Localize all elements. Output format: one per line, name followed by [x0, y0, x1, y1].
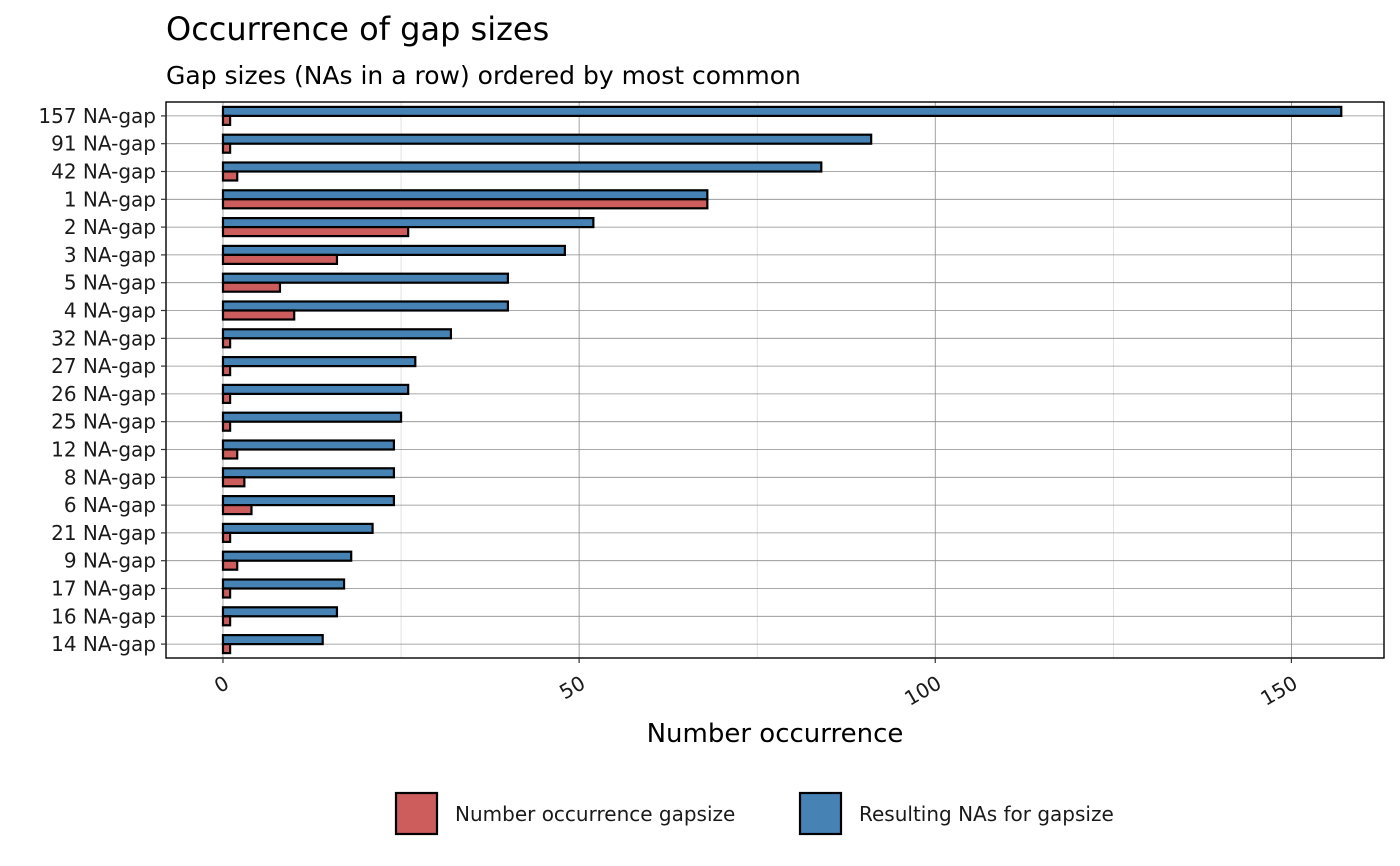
y-tick-label: 8 NA-gap	[64, 465, 156, 489]
bar-resulting-nas	[221, 189, 709, 201]
y-tick-label: 4 NA-gap	[64, 299, 156, 323]
bar-resulting-nas	[221, 467, 396, 479]
bar-number-occurrence	[221, 615, 232, 627]
bar-number-occurrence	[221, 420, 232, 432]
legend: Number occurrence gapsize Resulting NAs f…	[394, 791, 1114, 836]
bar-number-occurrence	[221, 170, 239, 182]
y-tick-label: 2 NA-gap	[64, 215, 156, 239]
y-tick-label: 32 NA-gap	[51, 326, 156, 350]
y-tick-label: 21 NA-gap	[51, 521, 156, 545]
panel-border	[165, 101, 1385, 659]
bar-number-occurrence	[221, 365, 232, 377]
legend-label: Number occurrence gapsize	[455, 802, 735, 826]
x-axis-title: Number occurrence	[647, 719, 904, 749]
axis-layer: 157 NA-gap 91 NA-gap 42 NA-gap 1 NA-gap 2 NA…	[38, 104, 1301, 711]
bar-resulting-nas	[221, 272, 509, 284]
bar-resulting-nas	[221, 439, 396, 451]
x-tick-label: 100	[900, 671, 945, 711]
x-tick-label: 150	[1256, 671, 1301, 711]
bar-resulting-nas	[221, 633, 324, 646]
y-tick-label: 157 NA-gap	[38, 104, 156, 128]
bar-resulting-nas	[221, 161, 823, 173]
bar-number-occurrence	[221, 198, 709, 210]
y-tick-label: 9 NA-gap	[64, 549, 156, 573]
bar-resulting-nas	[221, 244, 566, 256]
bar-resulting-nas	[221, 133, 873, 145]
bar-number-occurrence	[221, 559, 239, 571]
x-tick-label: 0	[210, 671, 233, 698]
y-tick-label: 1 NA-gap	[64, 187, 156, 211]
bar-resulting-nas	[221, 522, 374, 535]
bar-resulting-nas	[221, 105, 1343, 118]
bar-number-occurrence	[221, 531, 232, 544]
bars-layer	[221, 105, 1343, 655]
bar-resulting-nas	[221, 356, 417, 368]
bar-number-occurrence	[221, 142, 232, 154]
legend-swatch	[394, 791, 439, 836]
y-tick-label: 5 NA-gap	[64, 271, 156, 295]
y-tick-label: 42 NA-gap	[51, 160, 156, 184]
bar-resulting-nas	[221, 300, 509, 312]
y-tick-label: 25 NA-gap	[51, 410, 156, 434]
bar-resulting-nas	[221, 383, 410, 395]
bar-number-occurrence	[221, 337, 232, 349]
x-tick-label: 50	[555, 671, 589, 705]
y-tick-label: 3 NA-gap	[64, 243, 156, 267]
y-tick-label: 91 NA-gap	[51, 132, 156, 156]
grid-layer	[166, 102, 1384, 658]
bar-resulting-nas	[221, 606, 339, 618]
y-tick-label: 6 NA-gap	[64, 493, 156, 517]
bar-number-occurrence	[221, 476, 246, 488]
chart-title: Occurrence of gap sizes	[166, 10, 549, 48]
bar-resulting-nas	[221, 495, 396, 507]
y-tick-label: 16 NA-gap	[51, 604, 156, 628]
bar-number-occurrence	[221, 392, 232, 404]
bar-number-occurrence	[221, 448, 239, 460]
bar-number-occurrence	[221, 642, 232, 655]
bar-resulting-nas	[221, 411, 403, 423]
bar-resulting-nas	[221, 217, 595, 229]
y-tick-label: 17 NA-gap	[51, 577, 156, 601]
chart-subtitle: Gap sizes (NAs in a row) ordered by most…	[166, 61, 801, 90]
legend-swatch	[798, 791, 843, 836]
y-tick-label: 26 NA-gap	[51, 382, 156, 406]
bar-number-occurrence	[221, 587, 232, 599]
bar-resulting-nas	[221, 328, 453, 340]
bar-resulting-nas	[221, 550, 353, 562]
bar-number-occurrence	[221, 226, 410, 238]
bar-number-occurrence	[221, 504, 253, 516]
y-tick-label: 14 NA-gap	[51, 632, 156, 656]
y-tick-label: 12 NA-gap	[51, 438, 156, 462]
bar-number-occurrence	[221, 114, 232, 127]
bar-number-occurrence	[221, 281, 282, 293]
bar-resulting-nas	[221, 578, 346, 590]
legend-label: Resulting NAs for gapsize	[859, 802, 1114, 826]
y-tick-label: 27 NA-gap	[51, 354, 156, 378]
bar-number-occurrence	[221, 253, 339, 265]
bar-number-occurrence	[221, 309, 296, 321]
